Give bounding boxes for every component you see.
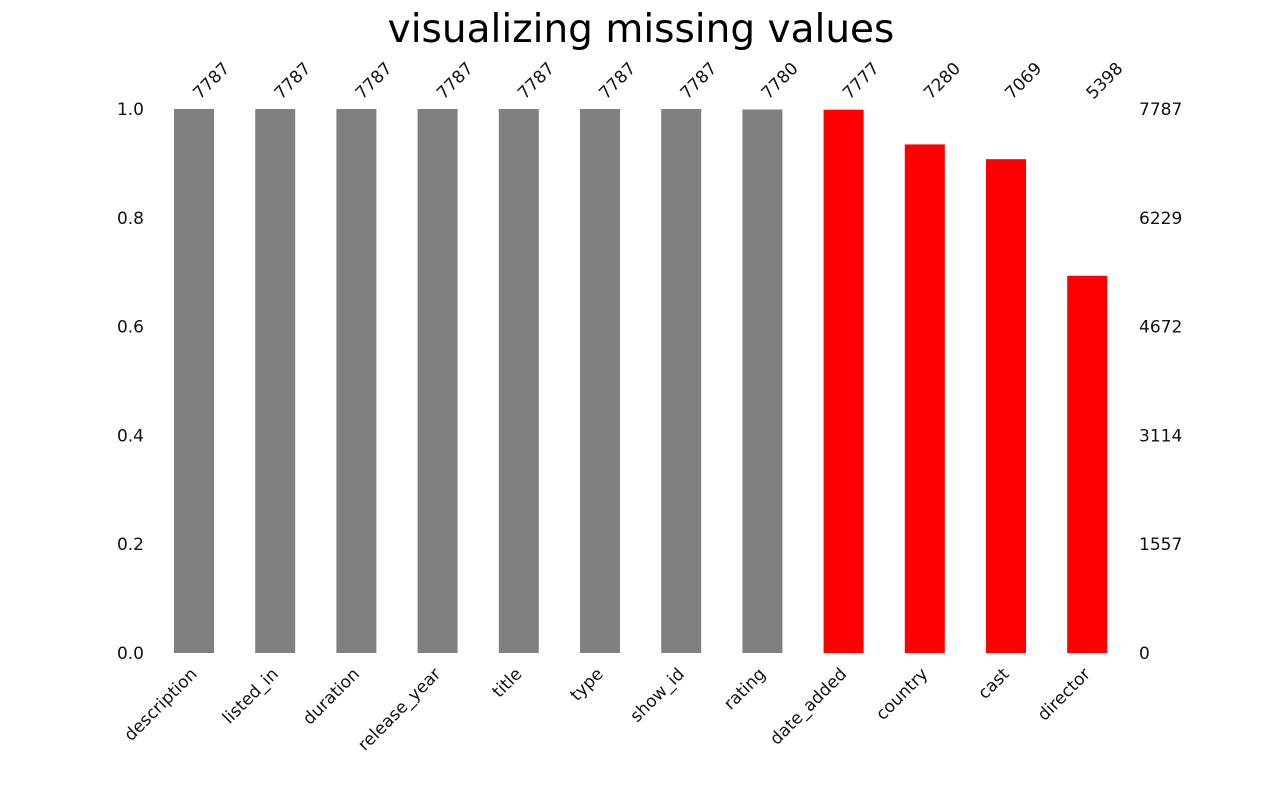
chart-title: visualizing missing values bbox=[388, 7, 895, 52]
category-label: date_added bbox=[766, 664, 851, 749]
count-labels: 7787 7787 7787 7787 7787 7787 7787 7780 7777 7280… bbox=[189, 59, 1127, 104]
count-label: 7069 bbox=[1001, 59, 1046, 104]
bar-country bbox=[904, 144, 945, 653]
bar-date_added bbox=[823, 109, 864, 653]
count-label: 7787 bbox=[595, 59, 640, 104]
left-tick-label: 0.0 bbox=[117, 644, 144, 664]
left-tick-label: 0.2 bbox=[117, 535, 144, 555]
category-label: show_id bbox=[627, 664, 689, 726]
category-labels: description listed_in durationrelease_year… bbox=[121, 664, 1095, 755]
bar-release_year bbox=[417, 109, 458, 653]
category-label: title bbox=[489, 664, 527, 702]
count-label: 7787 bbox=[433, 59, 478, 104]
bar-description bbox=[174, 109, 214, 653]
right-tick-label: 7787 bbox=[1139, 100, 1182, 120]
left-axis: 0.0 0.2 0.4 0.6 0.8 1.0 bbox=[117, 100, 144, 664]
right-tick-label: 4672 bbox=[1139, 318, 1182, 338]
left-tick-label: 0.4 bbox=[117, 426, 144, 446]
count-label: 7280 bbox=[920, 59, 965, 104]
category-label: cast bbox=[974, 664, 1013, 703]
count-label: 7787 bbox=[352, 59, 397, 104]
category-label: duration bbox=[299, 664, 364, 729]
right-tick-label: 1557 bbox=[1139, 535, 1182, 555]
count-label: 7787 bbox=[271, 59, 316, 104]
count-label: 7787 bbox=[677, 59, 722, 104]
bar-show_id bbox=[661, 109, 702, 653]
bar-rating bbox=[742, 109, 783, 654]
right-tick-label: 6229 bbox=[1139, 209, 1182, 229]
category-label: release_year bbox=[354, 664, 445, 755]
bar-title bbox=[498, 109, 539, 653]
bar-duration bbox=[336, 109, 377, 653]
category-label: director bbox=[1034, 664, 1095, 725]
right-tick-label: 0 bbox=[1139, 644, 1150, 664]
bar-type bbox=[580, 109, 620, 653]
count-label: 5398 bbox=[1083, 59, 1128, 104]
count-label: 7787 bbox=[514, 59, 559, 104]
count-label: 7777 bbox=[839, 59, 884, 104]
category-label: type bbox=[567, 664, 608, 705]
count-label: 7787 bbox=[189, 59, 234, 104]
bars bbox=[174, 109, 1108, 654]
bar-cast bbox=[986, 159, 1026, 654]
category-label: description bbox=[121, 664, 202, 745]
category-label: listed_in bbox=[219, 664, 283, 728]
left-tick-label: 1.0 bbox=[117, 100, 144, 120]
left-tick-label: 0.8 bbox=[117, 209, 144, 229]
category-label: country bbox=[872, 664, 932, 724]
bar-director bbox=[1067, 275, 1108, 653]
left-tick-label: 0.6 bbox=[117, 318, 144, 338]
right-tick-label: 3114 bbox=[1139, 426, 1182, 446]
count-label: 7780 bbox=[758, 59, 803, 104]
bar-listed_in bbox=[255, 109, 296, 653]
category-label: rating bbox=[720, 664, 770, 714]
right-axis: 0 1557 3114 4672 6229 7787 bbox=[1139, 100, 1182, 664]
